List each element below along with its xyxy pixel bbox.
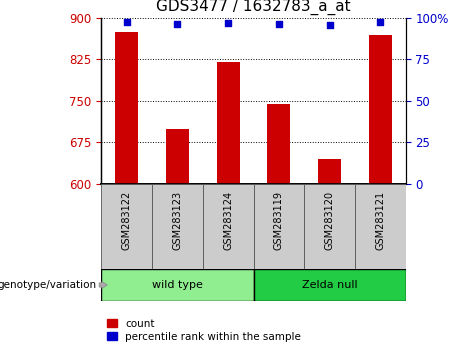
Bar xyxy=(152,184,203,269)
Bar xyxy=(267,104,290,184)
Point xyxy=(377,19,384,25)
Text: GSM283123: GSM283123 xyxy=(172,191,183,250)
Bar xyxy=(101,184,152,269)
Bar xyxy=(101,269,254,301)
Text: GSM283121: GSM283121 xyxy=(375,191,385,250)
Text: wild type: wild type xyxy=(152,280,203,290)
Bar xyxy=(166,129,189,184)
Text: GSM283122: GSM283122 xyxy=(122,191,132,250)
Bar xyxy=(115,32,138,184)
Legend: count, percentile rank within the sample: count, percentile rank within the sample xyxy=(106,319,301,342)
Title: GDS3477 / 1632783_a_at: GDS3477 / 1632783_a_at xyxy=(156,0,351,15)
Bar xyxy=(217,62,240,184)
Point xyxy=(174,21,181,26)
Point xyxy=(225,20,232,25)
Text: Zelda null: Zelda null xyxy=(302,280,357,290)
Bar xyxy=(355,184,406,269)
Text: GSM283124: GSM283124 xyxy=(223,191,233,250)
Bar xyxy=(254,269,406,301)
Text: GSM283119: GSM283119 xyxy=(274,191,284,250)
Point xyxy=(123,19,130,25)
Bar xyxy=(369,35,392,184)
Text: genotype/variation: genotype/variation xyxy=(0,280,97,290)
Bar xyxy=(318,159,341,184)
Point xyxy=(326,22,333,28)
Text: GSM283120: GSM283120 xyxy=(325,191,335,250)
Bar xyxy=(304,184,355,269)
Bar xyxy=(254,184,304,269)
Bar xyxy=(203,184,254,269)
Point xyxy=(275,21,283,26)
